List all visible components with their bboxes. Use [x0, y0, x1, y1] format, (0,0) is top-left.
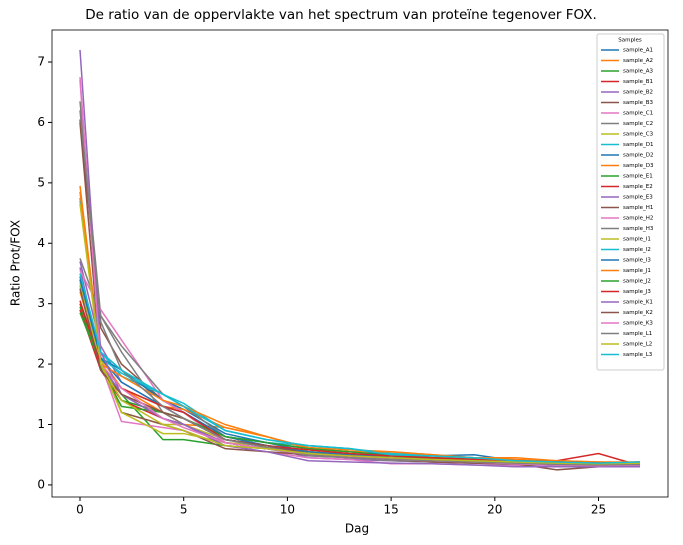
chart-title: De ratio van de oppervlakte van het spec…: [85, 7, 597, 23]
series-line: [79, 300, 640, 464]
y-tick-label: 7: [37, 55, 45, 69]
series-line: [79, 282, 641, 465]
legend-label: sample_E2: [623, 184, 653, 190]
legend-label: sample_K1: [623, 300, 653, 306]
legend-label: sample_H2: [623, 216, 653, 222]
y-tick-label: 3: [37, 296, 45, 310]
legend-label: sample_L1: [623, 331, 652, 337]
legend-label: sample_C2: [623, 121, 653, 127]
x-tick-label: 10: [280, 503, 295, 517]
x-tick-label: 5: [180, 503, 188, 517]
legend-label: sample_I1: [623, 237, 651, 243]
legend-label: sample_J2: [623, 279, 651, 285]
series-line: [79, 267, 640, 466]
legend-label: sample_C3: [623, 132, 654, 138]
legend-box: [596, 33, 665, 371]
y-tick-label: 6: [37, 115, 45, 129]
legend-label: sample_J3: [623, 289, 651, 295]
series-line: [79, 77, 640, 468]
plot-frame: [51, 29, 669, 498]
legend: Samples sample_A1 sample_A2 sample_A3sample…: [596, 33, 665, 371]
legend-label: sample_B1: [623, 79, 653, 85]
legend-label: sample_E1: [623, 174, 653, 180]
legend-label: sample_L3: [623, 352, 653, 358]
legend-label: sample_E3: [623, 195, 653, 201]
series-line: [79, 197, 641, 464]
x-tick-label: 15: [383, 503, 398, 517]
series-line: [79, 291, 641, 464]
series-line: [79, 270, 641, 467]
x-tick-label: 0: [76, 503, 84, 517]
legend-label: sample_K3: [623, 321, 653, 327]
series-line: [79, 303, 641, 468]
legend-label: sample_L2: [623, 342, 652, 348]
legend-label: sample_K2: [623, 310, 653, 316]
legend-label: sample_D2: [623, 153, 653, 159]
legend-label: sample_B3: [623, 100, 654, 106]
legend-label: sample_B2: [623, 90, 653, 96]
series-line: [79, 203, 641, 465]
series-line: [79, 49, 640, 468]
legend-label: sample_A1: [623, 48, 653, 54]
series-line: [79, 276, 641, 465]
y-tick-label: 0: [37, 477, 45, 491]
legend-title: Samples: [618, 38, 642, 44]
y-tick-label: 2: [37, 357, 45, 371]
legend-label: sample_I3: [623, 258, 651, 264]
x-tick-label: 20: [487, 503, 502, 517]
legend-label: sample_A3: [623, 69, 654, 75]
series-line: [79, 258, 641, 467]
series-line: [79, 279, 641, 465]
y-tick-label: 1: [37, 417, 45, 431]
y-axis-label: Ratio Prot/FOX: [9, 220, 23, 306]
series-line: [79, 273, 641, 464]
legend-label: sample_D3: [623, 163, 654, 169]
series-line: [79, 309, 641, 466]
legend-label: sample_I2: [623, 247, 651, 253]
legend-label: sample_H3: [623, 226, 654, 232]
series-line: [79, 309, 641, 467]
legend-label: sample_D1: [623, 142, 653, 148]
y-tick-label: 5: [37, 175, 45, 189]
y-tick-label: 4: [37, 236, 45, 250]
series-line: [79, 110, 641, 466]
x-tick-label: 25: [591, 503, 606, 517]
series-line: [79, 306, 641, 466]
series-line: [79, 279, 641, 468]
legend-label: sample_A2: [623, 58, 653, 64]
series-line: [79, 261, 641, 467]
series-line: [79, 122, 640, 471]
legend-label: sample_H1: [623, 205, 653, 211]
series-line: [79, 185, 641, 465]
x-axis-label: Dag: [345, 522, 369, 536]
series-line: [79, 285, 641, 466]
legend-label: sample_J1: [623, 268, 651, 274]
series-line: [79, 191, 640, 463]
legend-label: sample_C1: [623, 111, 653, 117]
series-line: [79, 288, 641, 466]
series-line: [79, 312, 640, 464]
